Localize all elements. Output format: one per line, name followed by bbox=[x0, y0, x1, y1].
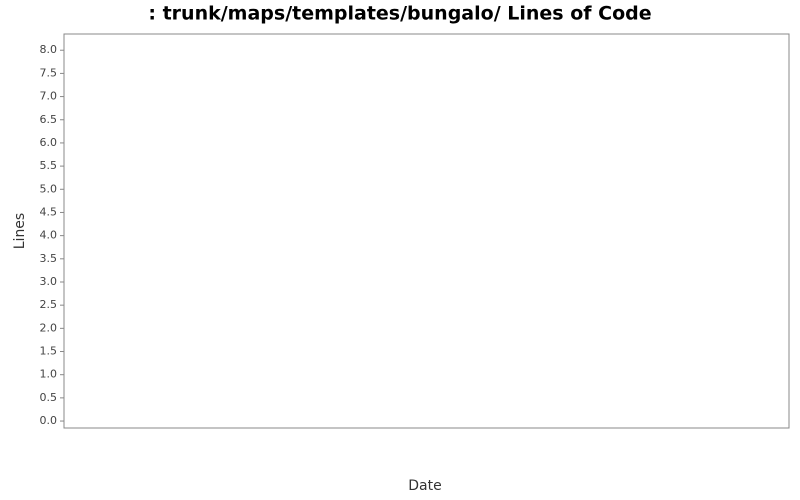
y-tick-label: 6.5 bbox=[40, 113, 58, 126]
y-tick-label: 5.5 bbox=[40, 159, 58, 172]
y-tick-label: 0.5 bbox=[40, 391, 58, 404]
y-tick-label: 6.0 bbox=[40, 136, 58, 149]
y-tick-label: 2.0 bbox=[40, 321, 58, 334]
y-tick-label: 7.5 bbox=[40, 66, 58, 79]
y-axis-label: Lines bbox=[12, 213, 28, 249]
chart-title: : trunk/maps/templates/bungalo/ Lines of… bbox=[148, 3, 651, 25]
y-tick-label: 8.0 bbox=[40, 43, 58, 56]
y-tick-label: 0.0 bbox=[40, 414, 58, 427]
x-axis-label: Date bbox=[408, 478, 441, 494]
y-tick-label: 1.5 bbox=[40, 345, 58, 358]
y-tick-label: 3.5 bbox=[40, 252, 58, 265]
y-tick-label: 1.0 bbox=[40, 368, 58, 381]
y-tick-label: 5.0 bbox=[40, 182, 58, 195]
y-tick-label: 7.0 bbox=[40, 90, 58, 103]
plot-area bbox=[63, 33, 790, 429]
y-tick-label: 3.0 bbox=[40, 275, 58, 288]
y-tick-label: 4.0 bbox=[40, 229, 58, 242]
y-tick-label: 2.5 bbox=[40, 298, 58, 311]
y-tick-label: 4.5 bbox=[40, 205, 58, 218]
